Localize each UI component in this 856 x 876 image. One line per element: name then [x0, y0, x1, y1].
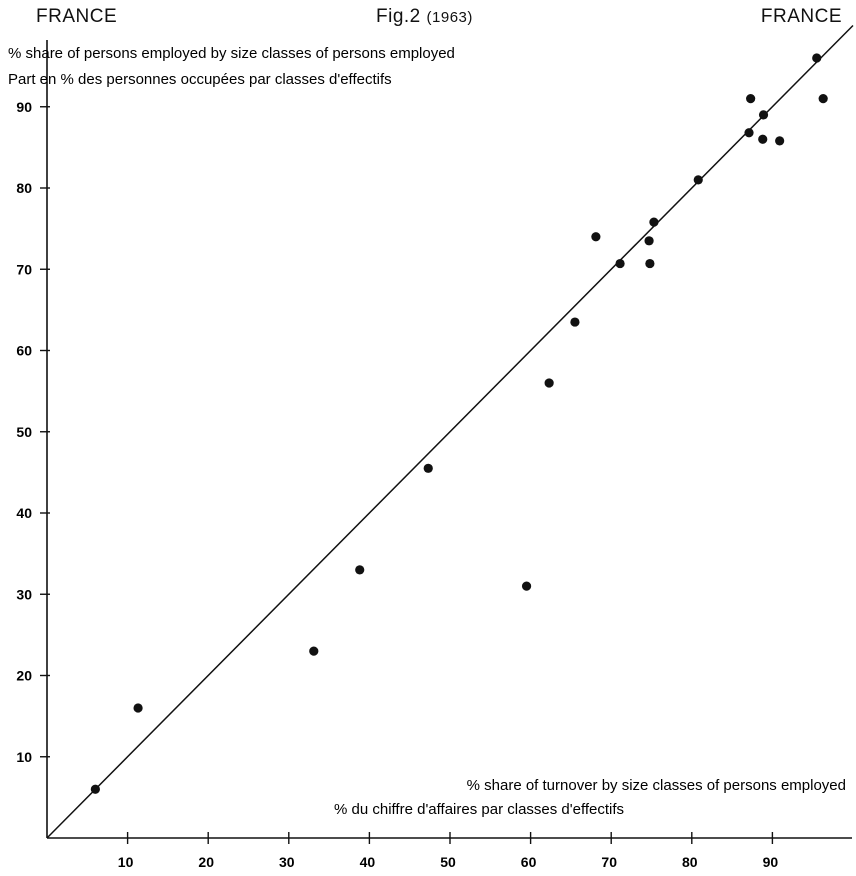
data-point	[423, 463, 433, 473]
header-right-country: FRANCE	[760, 6, 842, 27]
y-tick-label: 50	[16, 424, 32, 440]
x-axis-label-line-2: % du chiffre d'affaires par classes d'ef…	[334, 801, 624, 818]
figure-label: Fig.2 (1963)	[376, 6, 473, 28]
x-tick-label: 20	[198, 854, 214, 870]
x-tick-label: 30	[279, 854, 295, 870]
y-tick-label: 10	[16, 749, 32, 765]
data-point	[644, 236, 654, 246]
y-tick-label: 70	[16, 261, 32, 277]
reference-diagonal-line	[46, 24, 854, 839]
y-axis-label-line-2: Part en % des personnes occupées par cla…	[8, 71, 392, 88]
x-tick-label: 60	[521, 854, 537, 870]
y-tick-label: 90	[16, 99, 32, 115]
data-point	[812, 53, 822, 63]
y-tick-label: 40	[16, 505, 32, 521]
reference-line-group	[46, 24, 854, 839]
data-point	[615, 258, 625, 269]
axes	[46, 40, 852, 839]
x-tick-label: 10	[118, 854, 134, 870]
data-point	[133, 703, 143, 713]
data-point	[544, 378, 554, 388]
data-point	[744, 128, 754, 138]
data-point	[746, 94, 756, 104]
data-point	[355, 565, 365, 575]
y-tick-label: 80	[16, 180, 32, 196]
y-axis-label-line-1: % share of persons employed by size clas…	[8, 45, 455, 62]
data-point	[758, 134, 768, 144]
data-point	[645, 258, 655, 269]
y-tick-label: 20	[16, 668, 32, 684]
data-point	[693, 175, 703, 185]
header-left-country: FRANCE	[36, 6, 118, 27]
x-tick-label: 90	[763, 854, 779, 870]
axis-labels: % share of persons employed by size clas…	[8, 45, 846, 818]
data-point	[591, 232, 601, 242]
data-point	[649, 217, 659, 227]
y-tick-label: 60	[16, 343, 32, 359]
data-point	[818, 94, 828, 104]
x-tick-label: 40	[360, 854, 376, 870]
figure-number: Fig.2	[376, 6, 421, 27]
y-tick-label: 30	[16, 586, 32, 602]
data-point	[521, 581, 532, 591]
data-points	[90, 53, 828, 794]
x-tick-label: 70	[601, 854, 617, 870]
data-point	[90, 784, 100, 794]
data-point	[758, 110, 769, 120]
data-point	[775, 136, 785, 146]
x-tick-label: 80	[682, 854, 698, 870]
data-point	[570, 317, 580, 327]
x-tick-label: 50	[440, 854, 456, 870]
data-point	[309, 646, 319, 656]
ticks: 10 20 30 40 50 60 70 80 90 10 20 30 40 50 60 70 80 90	[16, 99, 778, 870]
x-axis-label-line-1: % share of turnover by size classes of p…	[467, 777, 846, 794]
figure-year: (1963)	[426, 9, 473, 26]
